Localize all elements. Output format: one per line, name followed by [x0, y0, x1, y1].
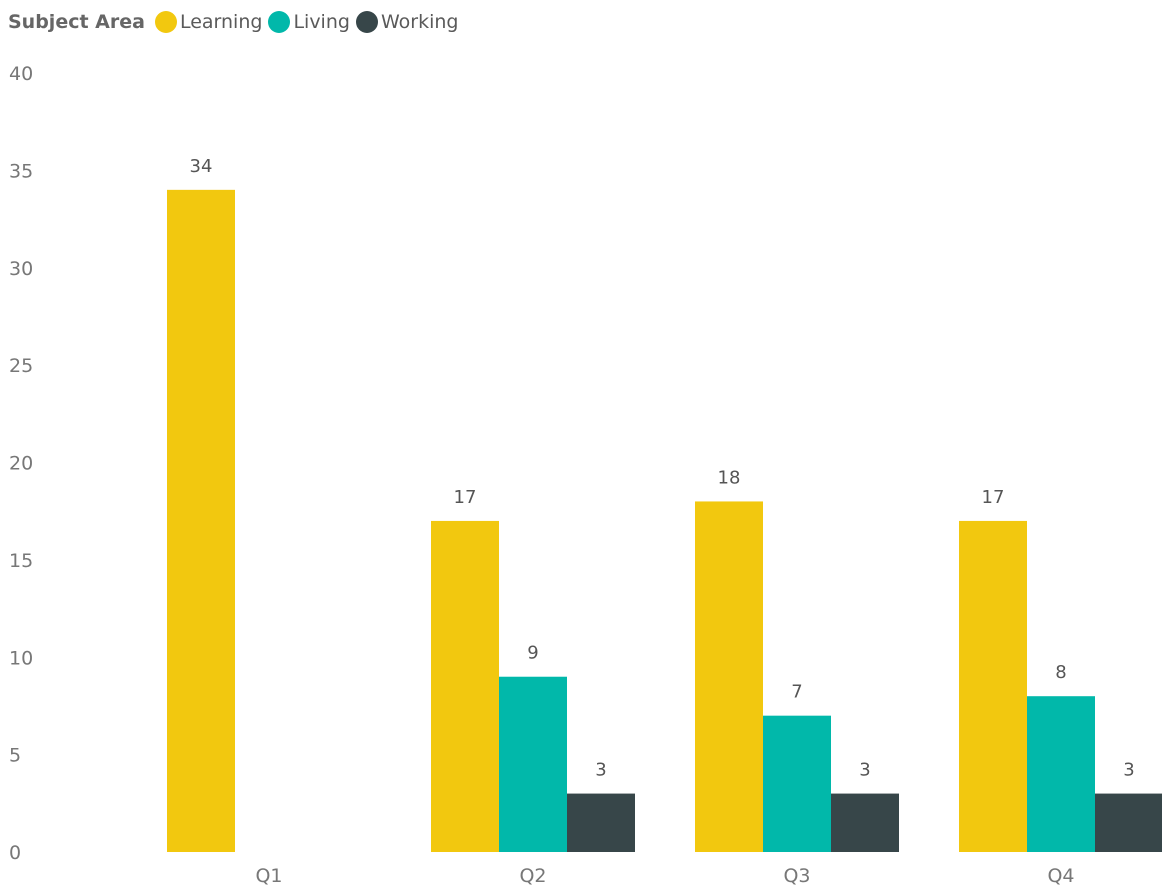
data-label-working-q4: 3	[1123, 760, 1134, 781]
legend-swatch-working	[355, 11, 378, 33]
legend-item-living[interactable]: Living	[268, 11, 350, 33]
y-tick-label-0: 0	[9, 842, 21, 864]
y-tick-label-30: 30	[9, 258, 33, 280]
legend-label-working: Working	[380, 11, 459, 33]
bar-working-q3[interactable]	[831, 793, 899, 852]
y-tick-label-35: 35	[9, 160, 33, 182]
bar-living-q3[interactable]	[763, 715, 831, 852]
y-tick-label-25: 25	[9, 355, 33, 377]
legend-label-living: Living	[293, 11, 350, 33]
bar-learning-q3[interactable]	[695, 501, 763, 852]
x-tick-label-q3: Q3	[783, 865, 810, 885]
legend-item-learning[interactable]: Learning	[154, 11, 263, 33]
data-label-living-q3: 7	[791, 682, 802, 703]
y-tick-label-10: 10	[9, 647, 33, 669]
legend-item-working[interactable]: Working	[355, 11, 459, 33]
bar-learning-q2[interactable]	[431, 520, 499, 852]
bars	[167, 189, 1162, 853]
data-label-living-q4: 8	[1055, 662, 1066, 683]
data-label-living-q2: 9	[527, 643, 538, 664]
data-label-working-q2: 3	[595, 760, 606, 781]
y-tick-label-40: 40	[9, 63, 33, 85]
x-axis: Q1 Q2 Q3 Q4	[255, 865, 1074, 885]
bar-working-q4[interactable]	[1095, 793, 1162, 852]
legend-swatch-learning	[154, 11, 177, 33]
legend-swatch-living	[268, 11, 291, 33]
legend: Subject Area Learning Living Working	[8, 8, 464, 36]
bar-working-q2[interactable]	[567, 793, 635, 852]
legend-label-learning: Learning	[179, 11, 263, 33]
bar-learning-q4[interactable]	[959, 520, 1027, 852]
bar-living-q2[interactable]	[499, 676, 567, 852]
bar-learning-q1[interactable]	[167, 189, 235, 853]
data-label-learning-q1: 34	[190, 156, 213, 177]
x-tick-label-q4: Q4	[1047, 865, 1074, 885]
value-labels: 34 17 9 3 18 7 3 17 8 3	[190, 156, 1135, 781]
data-label-working-q3: 3	[859, 760, 870, 781]
y-tick-label-15: 15	[9, 550, 33, 572]
x-tick-label-q1: Q1	[255, 865, 282, 885]
y-tick-label-20: 20	[9, 453, 33, 475]
x-tick-label-q2: Q2	[519, 865, 546, 885]
y-axis: 0 5 10 15 20 25 30 35 40	[9, 63, 33, 864]
y-tick-label-5: 5	[9, 745, 21, 767]
data-label-learning-q3: 18	[718, 467, 741, 488]
data-label-learning-q2: 17	[454, 487, 477, 508]
bar-living-q4[interactable]	[1027, 696, 1095, 852]
legend-title: Subject Area	[8, 11, 145, 33]
data-label-learning-q4: 17	[982, 487, 1005, 508]
